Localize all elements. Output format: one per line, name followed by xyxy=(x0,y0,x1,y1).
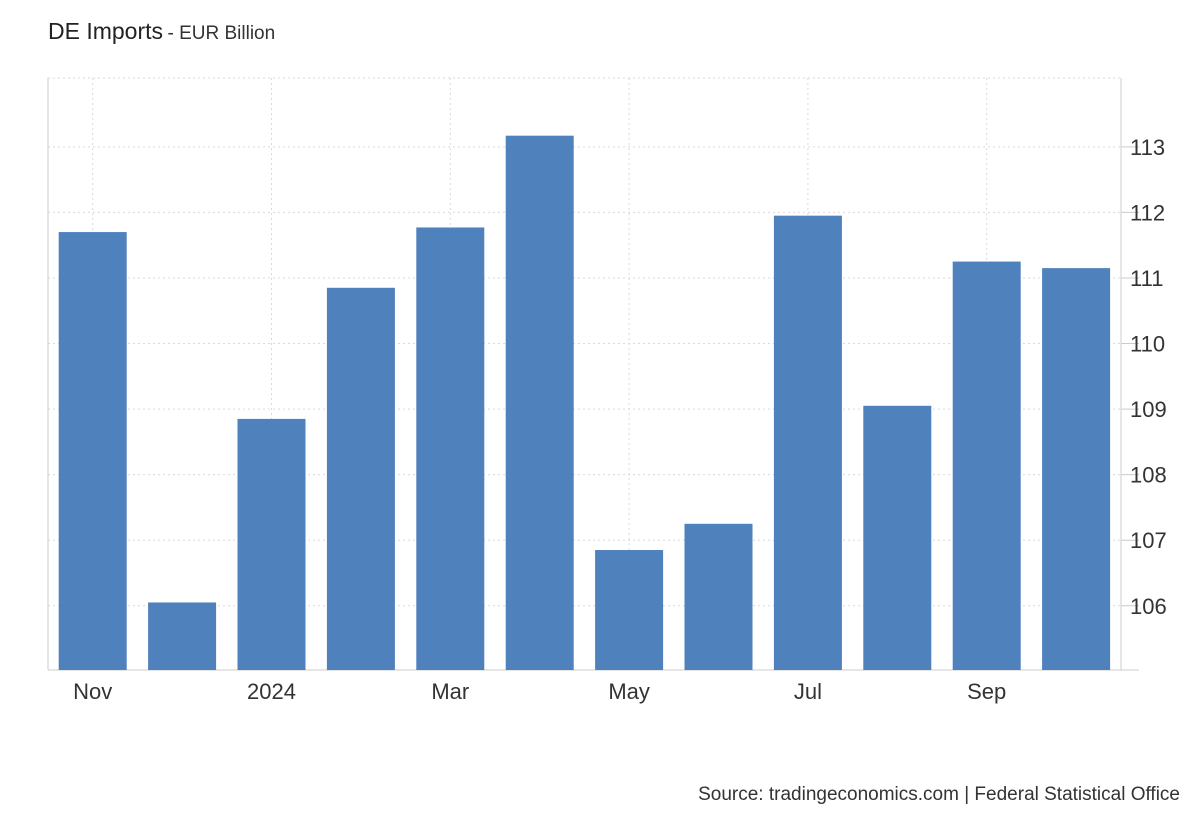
x-tick-label: 2024 xyxy=(247,679,296,704)
y-tick-label: 107 xyxy=(1130,528,1167,553)
bar-layer xyxy=(58,135,1111,671)
y-tick-label: 111 xyxy=(1130,266,1163,291)
bar-1 xyxy=(58,232,127,671)
source-attribution: Source: tradingeconomics.com | Federal S… xyxy=(698,784,1180,805)
bar-3 xyxy=(237,418,306,670)
chart-title-main: DE Imports xyxy=(48,18,164,44)
bar-9 xyxy=(773,215,842,670)
bar-2 xyxy=(148,602,217,670)
bar-8 xyxy=(684,523,753,670)
bar-5 xyxy=(416,227,485,670)
y-tick-label: 106 xyxy=(1130,594,1167,619)
chart-subtitle: - EUR Billion xyxy=(167,23,276,44)
x-tick-label: May xyxy=(608,679,650,704)
y-tick-label: 108 xyxy=(1130,463,1167,488)
bar-10 xyxy=(863,405,932,670)
x-tick-label: Sep xyxy=(967,679,1006,704)
y-tick-label: 112 xyxy=(1130,200,1165,225)
bar-7 xyxy=(595,550,664,670)
label-layer: 106 107 108 109 110 111 112 113 Nov 2024 Mar May Jul… xyxy=(73,135,1167,704)
x-tick-label: Nov xyxy=(73,679,112,704)
y-tick-label: 109 xyxy=(1130,397,1167,422)
bar-4 xyxy=(326,287,395,670)
x-tick-label: Jul xyxy=(794,679,822,704)
y-tick-label: 110 xyxy=(1130,332,1165,357)
x-tick-label: Mar xyxy=(431,679,469,704)
bar-6 xyxy=(505,135,574,670)
bar-11 xyxy=(952,261,1021,670)
bar-12 xyxy=(1042,268,1111,670)
chart-title: DE Imports - EUR Billion xyxy=(48,18,275,45)
y-tick-label: 113 xyxy=(1130,135,1165,160)
